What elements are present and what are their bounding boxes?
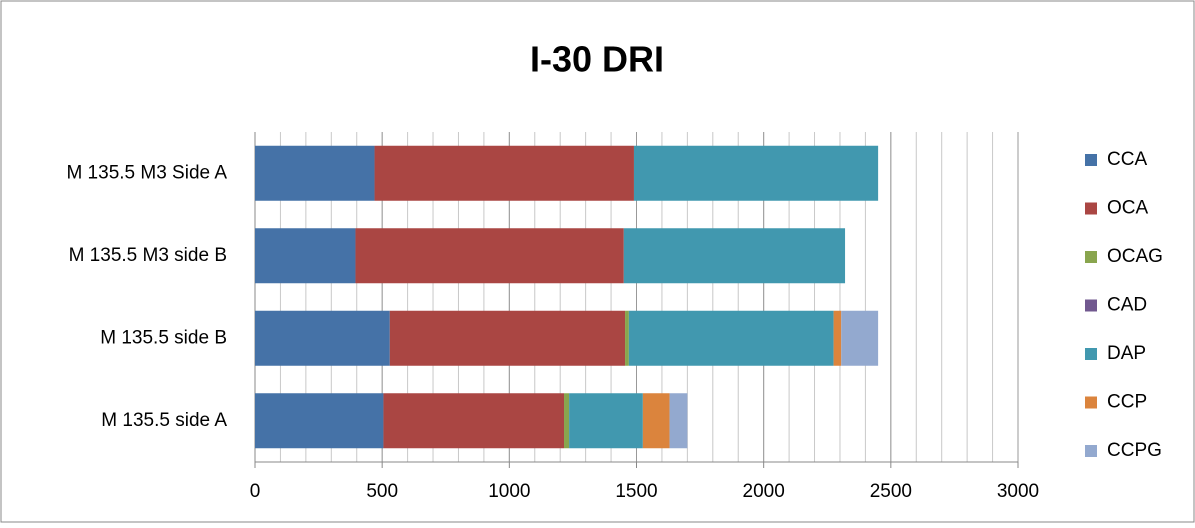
bar-segment <box>628 310 834 366</box>
legend-label: OCA <box>1107 198 1149 219</box>
bar-segment <box>625 310 629 366</box>
chart-title: I-30 DRI <box>530 39 664 80</box>
bar-segment <box>841 310 879 366</box>
legend-swatch <box>1085 202 1097 215</box>
legend-swatch <box>1085 445 1097 457</box>
x-tick-label: 1000 <box>488 481 530 502</box>
legend-swatch <box>1085 251 1097 263</box>
y-tick-label: M 135.5 M3 Side A <box>66 162 227 183</box>
bar-segment <box>255 310 390 366</box>
legend-label: OCAG <box>1107 246 1163 267</box>
bar-segment <box>623 228 846 284</box>
legend-label: CCPG <box>1107 440 1162 461</box>
legend-label: DAP <box>1107 343 1146 364</box>
x-tick-label: 0 <box>250 481 261 502</box>
bar-segment <box>255 145 375 201</box>
y-tick-label: M 135.5 M3 side B <box>69 245 227 266</box>
bar-segment <box>569 393 643 449</box>
x-tick-label: 3000 <box>997 481 1039 502</box>
bar-segment <box>374 145 634 201</box>
x-tick-label: 2500 <box>870 481 912 502</box>
y-tick-label: M 135.5 side A <box>101 410 227 431</box>
bar-segment <box>255 228 356 284</box>
legend-label: CAD <box>1107 295 1147 316</box>
bar-segment <box>383 393 565 449</box>
x-tick-label: 2000 <box>743 481 785 502</box>
legend-swatch <box>1085 299 1097 312</box>
x-tick-label: 1500 <box>615 481 657 502</box>
x-tick-label: 500 <box>366 481 398 502</box>
legend-swatch <box>1085 154 1097 166</box>
bar-segment <box>669 393 688 449</box>
bar-segment <box>255 393 384 449</box>
bar-segment <box>564 393 570 449</box>
legend-label: CCP <box>1107 392 1147 413</box>
bar-segment <box>833 310 842 366</box>
y-tick-label: M 135.5 side B <box>100 327 227 348</box>
legend-swatch <box>1085 396 1097 409</box>
bar-segment <box>389 310 626 366</box>
bar-segment <box>355 228 624 284</box>
legend-label: CCA <box>1107 149 1147 170</box>
bar-segment <box>642 393 670 449</box>
legend-swatch <box>1085 348 1097 360</box>
bar-segment <box>633 145 879 201</box>
